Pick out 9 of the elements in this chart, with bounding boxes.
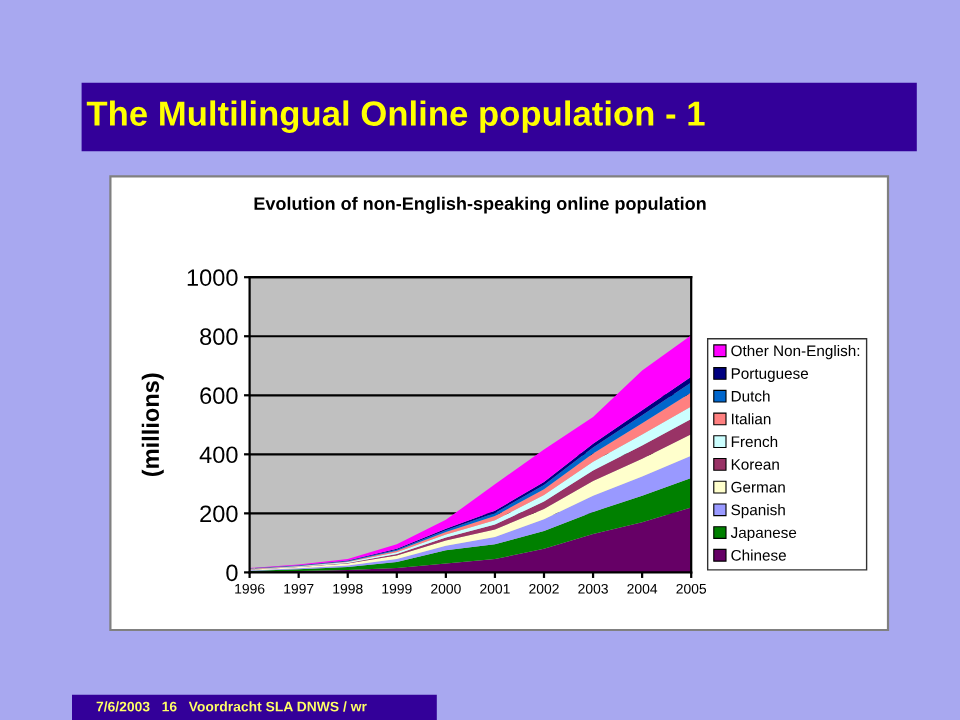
y-tick-label: 400	[199, 446, 238, 464]
y-tick-label: 1000	[187, 269, 238, 286]
y-tick-label: 800	[200, 328, 238, 346]
y-axis-title: (millions)	[141, 373, 164, 477]
y-tick-label: 0	[226, 564, 238, 582]
chart-subtitle: Evolution of non-English-speaking online population	[254, 196, 706, 214]
y-tick-label: 600	[200, 387, 238, 405]
y-tick-label: 200	[200, 505, 238, 523]
chart-title: The Multilingual Online population - 1	[86, 100, 705, 133]
